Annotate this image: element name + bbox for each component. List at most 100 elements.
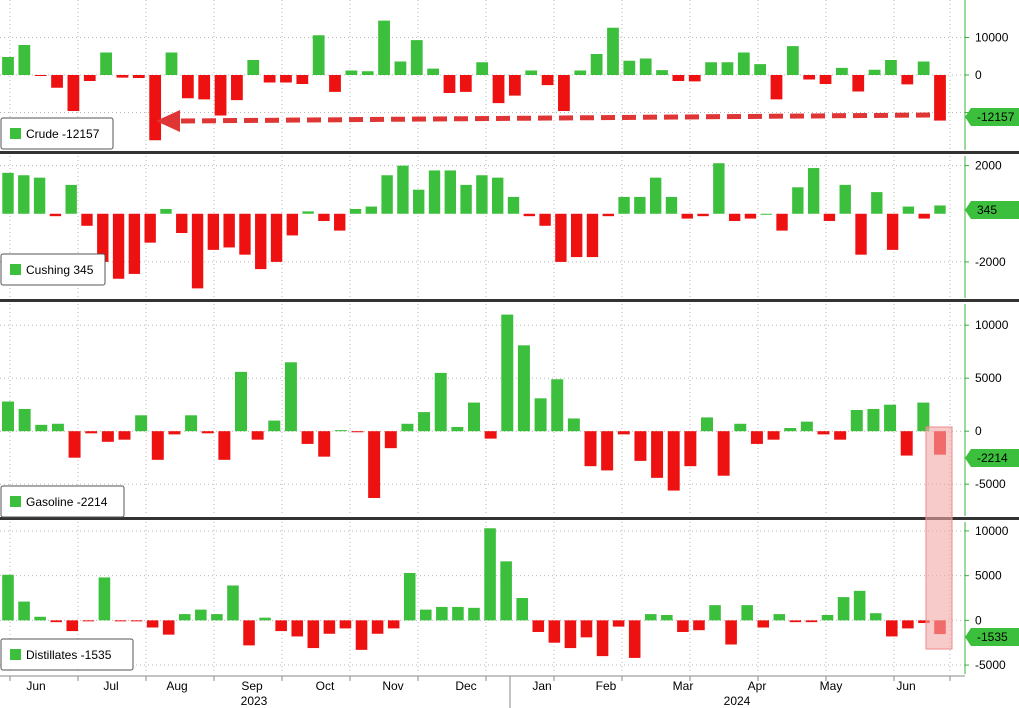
y-tick-label: 10000 [975,31,1009,45]
bar [839,184,851,214]
bar [434,372,447,432]
bar [767,431,780,440]
bar [684,431,697,467]
y-tick-label: -5000 [975,658,1006,672]
bar [371,620,384,634]
bar [541,75,554,86]
bar [355,620,368,650]
bar [116,75,129,78]
bar [401,423,414,432]
bar [452,606,464,621]
bar [459,75,472,92]
legend-box [0,485,125,518]
bar [296,75,309,84]
bar [555,213,567,262]
bar [263,75,276,83]
bar [251,431,264,440]
bar [869,613,882,621]
bar [361,71,374,75]
bar [351,431,364,433]
legend-box [0,638,134,671]
bar [243,620,255,646]
bar [66,620,79,632]
bar [586,213,599,258]
bar [301,431,314,444]
bar [214,75,227,116]
bar [607,27,619,75]
bar [651,431,664,478]
bar [596,620,609,657]
x-tick-label: Aug [166,679,187,693]
bar [819,75,832,84]
bar [500,561,512,621]
bar [51,75,63,88]
x-tick-label: Sep [241,679,263,693]
bar [476,62,489,75]
bar [713,163,725,214]
bar [81,213,93,226]
bar [118,431,131,440]
bar [639,58,652,75]
bar [82,620,95,622]
bar [35,424,48,432]
bar [649,177,662,214]
bar [420,609,432,621]
bar [667,431,680,491]
bar [584,431,597,467]
bar [132,75,145,78]
x-tick-label: Apr [748,679,767,693]
bar [381,175,393,214]
bar [886,620,898,637]
bar [318,213,330,221]
bar [181,75,194,99]
bar [567,418,580,432]
bar [114,620,127,622]
bar [885,60,897,75]
bar [918,620,930,624]
arrow-shaft [179,112,931,124]
bar [368,431,381,498]
panel-distillates: 10000 5000 0 -5000 -1535 Distillates -1535 [0,522,1019,674]
bar [198,75,211,100]
bar [744,213,757,219]
bar [65,184,77,214]
bar [934,75,946,121]
bar [334,213,346,231]
x-tick-label: Feb [596,679,617,693]
bar [677,620,689,632]
bar [394,61,407,75]
bar [548,620,561,643]
bar [634,431,647,461]
bar [850,410,863,432]
bar [436,606,448,621]
bar [823,213,836,221]
x-tick-label: Jun [896,679,915,693]
bar [397,165,409,214]
bar [817,431,830,435]
bar [507,196,520,214]
bar [130,620,143,622]
bar [805,620,818,623]
legend-label: Crude -12157 [26,127,100,141]
bar [770,75,783,100]
bar [83,75,96,81]
bar [323,620,336,634]
bar [151,431,164,460]
bar [523,213,535,217]
bar [468,402,480,432]
bar [427,68,440,75]
bar [760,213,772,215]
legend-label: Gasoline -2214 [26,495,108,509]
bar [149,75,162,141]
bar [2,574,14,621]
bar [165,52,178,75]
bar [18,601,30,621]
bar [902,206,915,214]
legend-swatch [10,128,21,139]
bar [871,192,883,214]
bar [612,620,625,627]
bar [18,408,31,432]
bar [384,431,397,449]
bar [168,431,181,435]
bar [558,75,570,111]
